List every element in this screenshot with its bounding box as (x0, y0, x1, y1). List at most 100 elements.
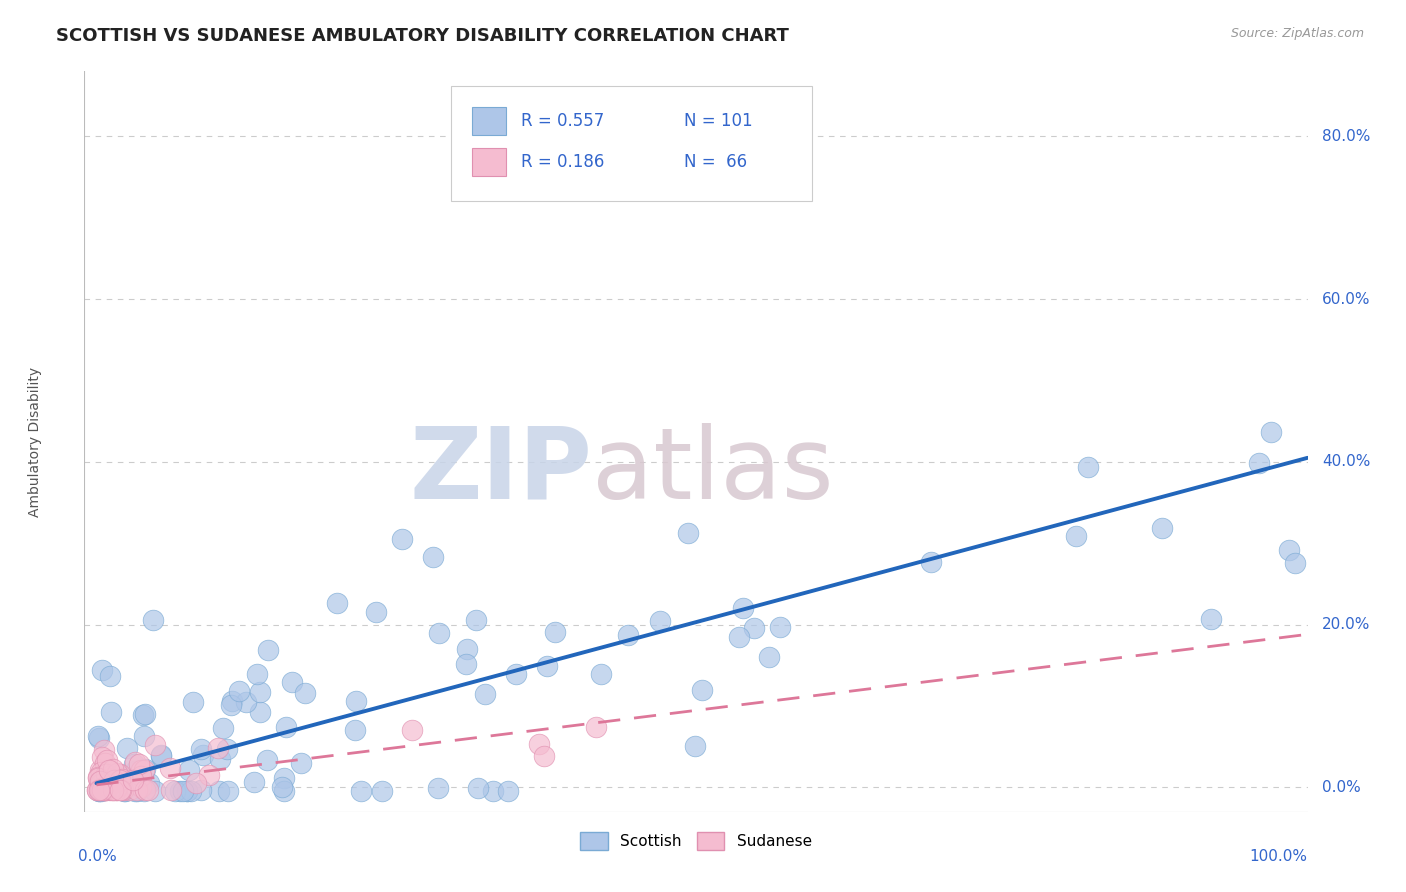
Text: R = 0.557: R = 0.557 (522, 112, 605, 130)
Point (344, 694, 367, 708)
Point (124, 764, 146, 778)
Point (690, 683, 713, 698)
Point (454, 657, 477, 671)
Point (176, 784, 198, 798)
FancyBboxPatch shape (451, 87, 813, 201)
Text: ZIP: ZIP (409, 423, 592, 520)
Point (217, 741, 239, 756)
Point (87, 771, 110, 785)
Point (1249, 456, 1271, 470)
Point (90, 780, 112, 795)
Point (456, 641, 478, 656)
Point (87, 784, 110, 798)
Point (1152, 521, 1174, 535)
Point (920, 555, 942, 569)
Point (208, 752, 231, 766)
Point (112, 772, 135, 787)
Point (256, 753, 278, 767)
Point (482, 784, 505, 798)
Point (124, 784, 146, 798)
Point (273, 772, 295, 786)
Point (108, 766, 131, 780)
FancyBboxPatch shape (472, 107, 506, 135)
Point (89, 777, 111, 791)
Point (190, 783, 212, 797)
Point (86, 782, 108, 797)
Point (134, 782, 156, 797)
Point (676, 525, 699, 540)
Point (273, 784, 295, 798)
Point (136, 782, 159, 797)
Point (159, 761, 181, 775)
Point (496, 784, 519, 798)
Point (589, 667, 612, 681)
Point (87, 730, 110, 744)
Point (350, 784, 373, 798)
Point (94, 756, 117, 771)
Point (91, 782, 114, 797)
Point (143, 784, 166, 798)
Point (129, 763, 152, 777)
Point (98, 773, 121, 788)
Point (533, 749, 555, 764)
Point (103, 772, 125, 787)
Point (181, 695, 204, 709)
Point (219, 698, 242, 712)
Legend: Scottish, Sudanese: Scottish, Sudanese (574, 826, 818, 856)
Point (249, 685, 271, 699)
Point (177, 763, 200, 777)
Point (150, 747, 173, 762)
Point (391, 532, 413, 546)
Point (93, 743, 115, 757)
Point (94, 766, 117, 780)
Point (270, 780, 292, 795)
Point (103, 782, 125, 797)
Point (143, 738, 166, 752)
Point (228, 684, 250, 698)
Point (733, 601, 755, 615)
Point (427, 626, 450, 640)
Text: 20.0%: 20.0% (1322, 617, 1371, 632)
Point (274, 720, 297, 734)
Point (124, 755, 146, 769)
Point (93, 782, 115, 797)
Point (211, 721, 233, 735)
Point (1199, 611, 1222, 625)
Point (134, 730, 156, 744)
Point (370, 784, 392, 798)
Text: R = 0.186: R = 0.186 (522, 153, 605, 171)
Point (197, 767, 219, 781)
Text: 60.0%: 60.0% (1322, 292, 1371, 307)
Point (128, 756, 150, 771)
Point (132, 708, 155, 723)
Point (769, 619, 792, 633)
Point (207, 741, 229, 756)
Text: 40.0%: 40.0% (1322, 454, 1371, 469)
Point (110, 772, 132, 787)
Point (648, 615, 671, 629)
Point (1284, 557, 1306, 571)
Point (87, 784, 110, 798)
Point (122, 757, 145, 772)
Point (728, 630, 751, 644)
Point (115, 741, 138, 756)
Point (112, 784, 135, 798)
Point (758, 650, 780, 665)
Point (103, 782, 125, 797)
Point (131, 769, 153, 783)
Point (111, 782, 134, 797)
Text: 80.0%: 80.0% (1322, 129, 1371, 144)
Point (86, 770, 108, 784)
Point (96, 781, 118, 796)
Point (742, 621, 765, 635)
Point (132, 784, 155, 798)
Point (94, 782, 117, 797)
Point (527, 737, 550, 751)
Point (134, 763, 156, 777)
Point (134, 763, 156, 777)
Text: Source: ZipAtlas.com: Source: ZipAtlas.com (1230, 27, 1364, 40)
Point (94, 782, 117, 797)
Point (87, 775, 110, 789)
Point (544, 625, 567, 640)
Point (467, 780, 489, 795)
